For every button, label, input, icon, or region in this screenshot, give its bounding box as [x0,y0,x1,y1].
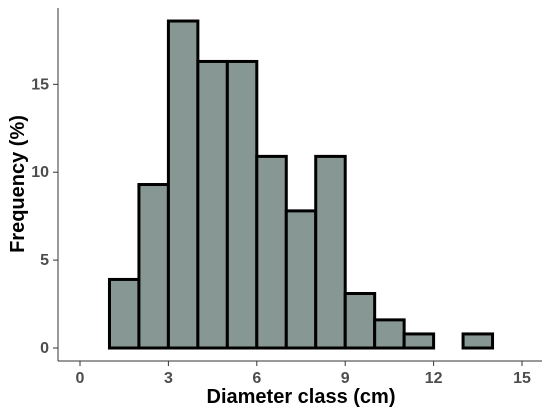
histogram-bar [107,277,141,350]
y-axis-title: Frequency (%) [7,115,29,253]
histogram-bar [225,59,259,350]
x-tick-label: 0 [76,370,85,387]
x-tick-label: 6 [252,370,261,387]
x-tick-label: 3 [164,370,173,387]
histogram-bar [196,59,229,350]
y-tick-label: 0 [40,340,49,357]
histogram-bar [402,332,436,350]
y-tick-label: 10 [31,164,49,181]
x-tick-label: 15 [513,370,531,387]
x-tick-label: 9 [341,370,350,387]
axes-layer [57,8,542,362]
x-tick-label: 12 [425,370,443,387]
histogram-bar [314,154,347,350]
histogram-bar [461,332,495,350]
histogram-bar [284,209,318,350]
histogram-bar [255,154,288,350]
histogram-bar [166,19,200,350]
histogram-bar [137,183,170,350]
histogram-bar [343,292,377,350]
bars-layer [107,19,495,350]
x-axis-title: Diameter class (cm) [207,386,396,408]
histogram-bar [373,318,406,350]
y-tick-label: 15 [31,76,49,93]
ticks-layer: 0 3 6 9 12 15 0 5 10 15 [31,76,531,387]
y-tick-label: 5 [40,252,49,269]
